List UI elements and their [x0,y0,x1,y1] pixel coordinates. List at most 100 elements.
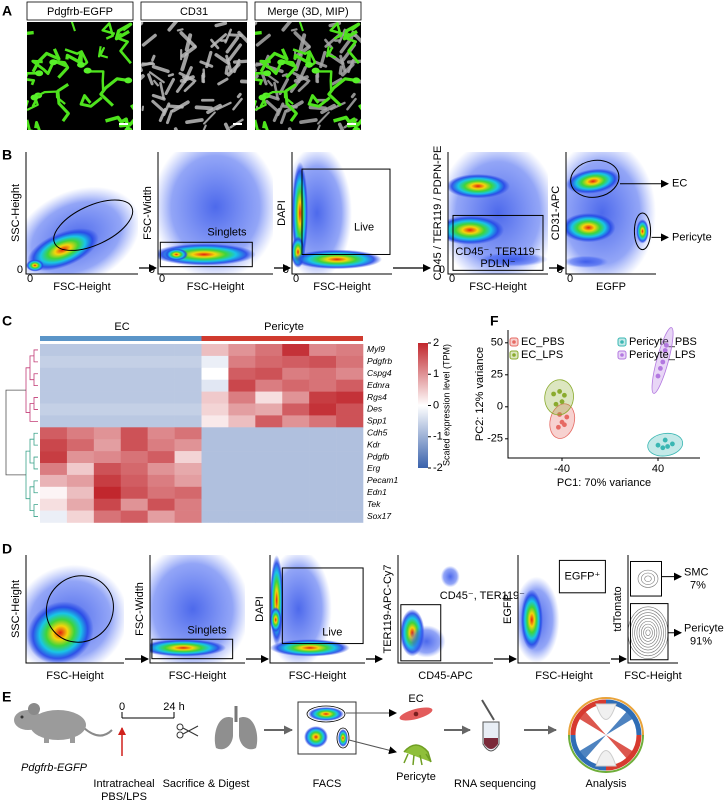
heatmap-cell [228,486,256,499]
legend-label: Pericyte_PBS [629,336,697,348]
micrograph [27,22,133,130]
point [664,342,669,348]
facs-gate [306,705,346,723]
heatmap-cell [174,498,202,511]
point [564,414,570,420]
heatmap-cell [336,415,364,428]
vessel [295,45,311,58]
density-blob [26,601,94,663]
heatmap-cell [66,379,95,392]
output-label: Pericyte [672,231,712,243]
heatmap-cell [66,463,95,476]
y-axis-label: CD31-APC [550,186,562,240]
heatmap-cell [93,439,122,452]
circos-ribbon [578,710,634,760]
colorbar [418,343,428,468]
flow-density [399,565,460,658]
y-axis-label: PC2: 12% variance [474,347,486,441]
vessel [346,97,357,111]
colorbar-title: Scaled expression level (TPM) [441,344,451,466]
y-tick-label: 0 [149,264,155,276]
heatmap-cell [336,451,364,464]
heatmap-cell [93,451,122,464]
pericyte-process [255,119,269,130]
pericyte-soma [258,94,267,101]
heatmap-cell [336,391,364,404]
legend-label: Pericyte_LPS [629,349,696,361]
heatmap-cell [228,451,256,464]
treatment-label: Intratracheal [93,778,154,790]
lung [239,717,258,750]
y-axis-label: SSC-Height [10,184,22,242]
axis [565,152,656,275]
heatmap-cell [282,498,310,511]
heatmap-cell [147,344,175,357]
heatmap-cell [228,367,256,380]
y-axis-label: EGFP [502,594,514,624]
heatmap-cell [93,427,122,440]
heatmap-cell [174,344,202,357]
pericyte-process [259,59,283,76]
heatmap-cell [282,391,310,404]
gate [400,604,442,662]
point [551,391,556,397]
heatmap-cell [201,498,229,511]
heatmap-cell [309,498,337,511]
panel-letter: A [2,3,12,19]
flow-density [566,152,656,274]
x-axis-label: FSC-Height [535,670,592,682]
y-axis-label: FSC-Width [142,186,154,240]
vessel [168,104,184,109]
heatmap-cell [336,486,364,499]
pericyte-process [56,82,70,123]
heatmap-cell [66,403,95,416]
pericyte-process [97,46,109,59]
vessel [297,66,307,84]
heatmap-cell [336,379,364,392]
gate [633,212,652,251]
vessel [293,31,311,49]
x-axis-label: FSC-Height [46,670,103,682]
heatmap-cell [255,391,283,404]
x-axis-label: FSC-Height [313,281,370,293]
gate [301,168,391,255]
vessel [182,75,186,80]
heatmap-cell [120,367,148,380]
row-label: Rgs4 [367,392,387,402]
x-axis-label: FSC-Height [187,281,244,293]
heatmap-cell [120,510,148,523]
heatmap-cell [93,344,122,357]
contour [643,626,653,639]
pericyte-soma [83,67,92,74]
heatmap-cell [93,379,122,392]
dendrogram [25,450,30,500]
vessel [337,122,345,130]
gate [630,560,662,597]
density-blob [636,219,649,244]
gate-label: Singlets [207,226,247,238]
flow-density [292,152,382,274]
heatmap-cell [201,355,229,369]
vessel [151,64,170,74]
y-axis-label: SSC-Height [10,580,22,638]
pericyte-process [70,22,76,32]
heatmap-cell [336,344,364,357]
legend-dot [512,340,516,344]
heatmap-cell [255,474,283,488]
vessel [320,103,336,115]
gate [53,199,134,251]
sequencing-label: RNA sequencing [454,778,536,790]
vessel [225,36,240,54]
heatmap-cell [174,379,202,392]
vessel [214,53,231,66]
vessel [183,81,195,93]
heatmap-cell [120,486,148,499]
density-blob [292,249,382,270]
heatmap-cell [201,463,229,476]
vessel [173,127,179,130]
heatmap-cell [282,403,310,416]
flow-plot: DAPI FSC-Height 00 Live [276,152,392,293]
density-blob [440,565,460,588]
point [562,422,567,428]
